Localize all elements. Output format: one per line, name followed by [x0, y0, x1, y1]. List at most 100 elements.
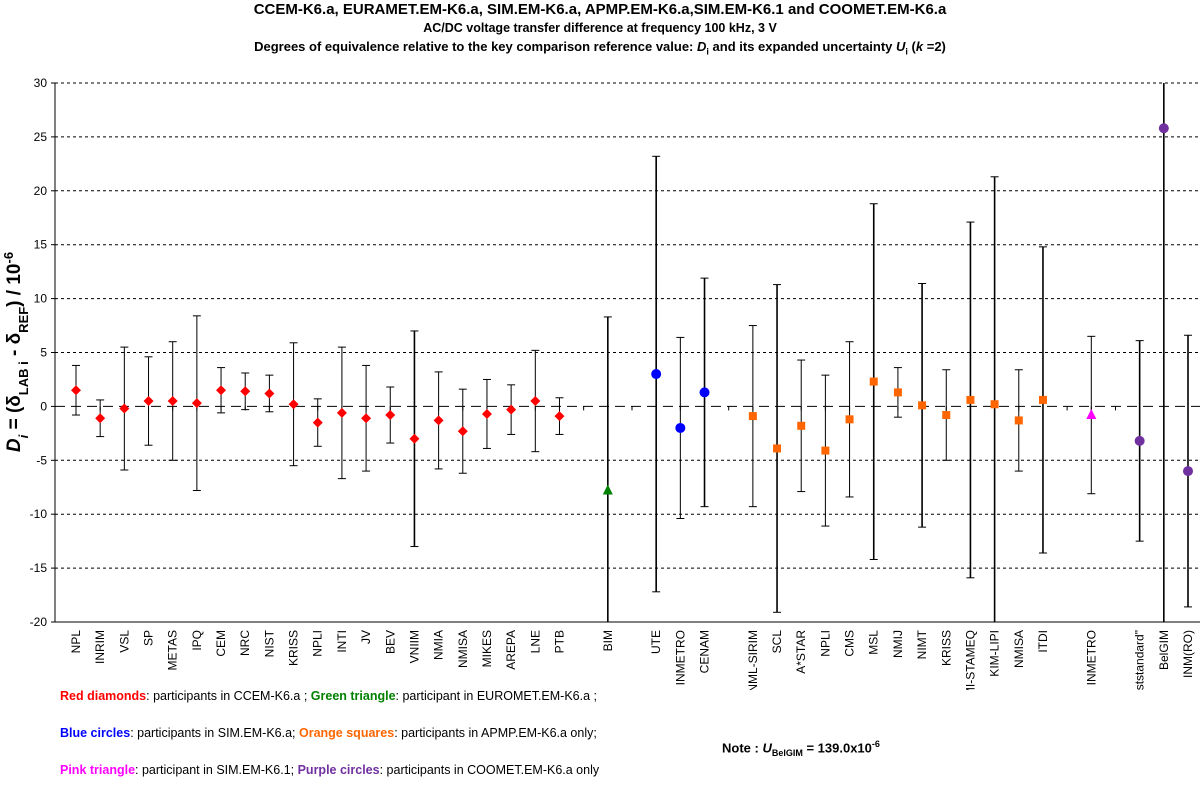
x-tick-label: LNE: [528, 630, 542, 653]
data-point-diamond: [385, 410, 396, 421]
data-point-circle: [1183, 466, 1193, 477]
y-tick-label: -5: [36, 453, 47, 467]
data-point-square: [942, 411, 951, 420]
x-tick-label: INRIM: [93, 630, 107, 664]
y-axis-label-part: - δ: [4, 333, 25, 361]
data-point-circle: [675, 422, 686, 433]
y-tick-label: 25: [34, 130, 48, 144]
data-point-square: [773, 444, 782, 453]
legend-text-purple: Purple circles: [297, 763, 380, 777]
data-point-circle: [1158, 123, 1169, 134]
y-tick-label: 5: [40, 346, 47, 360]
data-point-triangle: [602, 484, 613, 495]
x-tick-label: NRC: [238, 630, 252, 656]
data-point-diamond: [457, 426, 468, 437]
y-tick-label: 15: [34, 238, 48, 252]
data-point-diamond: [167, 396, 178, 407]
legend-text-blue: Blue circles: [60, 726, 131, 740]
data-point-diamond: [143, 396, 154, 407]
data-point-square: [797, 421, 806, 430]
y-tick-label: 0: [40, 399, 47, 413]
y-axis-label-part: REF: [16, 307, 31, 333]
x-tick-label: IPQ: [190, 630, 204, 651]
x-tick-label: CEM: [214, 630, 228, 657]
y-axis-label-part: -6: [1, 252, 16, 264]
chart-subtitle-2: Degrees of equivalence relative to the k…: [254, 39, 946, 57]
data-point-diamond: [264, 388, 275, 399]
legend-line-2: Blue circles: participants in SIM.EM-K6.…: [60, 726, 597, 740]
x-tick-label: SE "Ukrmetrteststandard": [1133, 630, 1147, 690]
data-point-diamond: [433, 415, 444, 426]
y-tick-label: -10: [30, 507, 48, 521]
legend-text-plain: : participants in COOMET.EM-K6.a only: [379, 763, 600, 777]
data-point-diamond: [119, 403, 130, 414]
data-point-square: [966, 395, 975, 404]
x-tick-label: CMS: [843, 630, 857, 657]
x-tick-label: UTE: [649, 630, 663, 654]
x-tick-label: NPLI: [311, 630, 325, 657]
data-point-square: [1014, 416, 1023, 425]
x-tick-label: PTB: [552, 630, 566, 653]
data-point-square: [869, 377, 878, 386]
x-tick-label: KIM-LIPI: [988, 630, 1002, 677]
chart-title: CCEM-K6.a, EURAMET.EM-K6.a, SIM.EM-K6.a,…: [253, 1, 947, 18]
data-point-diamond: [240, 386, 251, 397]
data-point-diamond: [216, 385, 227, 396]
data-point-circle: [651, 369, 662, 380]
data-point-circle: [1134, 435, 1145, 446]
x-tick-label: NPLI: [818, 630, 832, 657]
x-tick-label: A*STAR: [794, 630, 808, 674]
x-tick-label: KRISS: [287, 630, 301, 666]
x-tick-label: BelGIM: [1157, 630, 1171, 670]
x-tick-label: INMETRO: [673, 630, 687, 685]
x-tick-label: NML-SIRIM: [746, 630, 760, 690]
x-tick-label: METAS: [166, 630, 180, 670]
x-tick-label: INTI: [335, 630, 349, 653]
legend-line-3: Pink triangle: participant in SIM.EM-K6.…: [60, 763, 599, 777]
data-point-square: [845, 415, 854, 424]
x-tick-label: NMISA: [456, 630, 470, 668]
legend-text-plain: : participants in SIM.EM-K6.a;: [130, 726, 299, 740]
y-axis-label-part: ) / 10: [4, 264, 25, 307]
x-tick-label: NMIJ: [891, 630, 905, 658]
data-point-diamond: [409, 433, 420, 444]
x-tick-label: NIST: [262, 629, 276, 657]
x-tick-label: BIM: [601, 630, 615, 651]
x-tick-label: VSL: [117, 630, 131, 653]
x-tick-label: SCL: [770, 630, 784, 654]
data-point-diamond: [530, 396, 541, 407]
x-tick-label: CENAM: [698, 630, 712, 673]
data-point-diamond: [71, 385, 81, 396]
legend-text-plain: : participants in CCEM-K6.a ;: [146, 689, 311, 703]
x-tick-label: NMIA: [432, 630, 446, 660]
data-point-triangle: [1086, 409, 1097, 420]
legend-text-plain: : participant in EUROMET.EM-K6.a ;: [395, 689, 597, 703]
note-belgim-uncertainty: Note : UBelGIM = 139.0x10-6: [722, 739, 880, 758]
data-point-diamond: [336, 407, 347, 418]
y-axis-label: Di = (δLAB i - δREF) / 10-6: [1, 252, 31, 452]
y-axis-label-part: D: [4, 438, 25, 452]
chart-svg: 30 25 20 15 10 5 0 -5 -10 -15 -20 Di = (δLAB i - δR…: [1, 76, 1200, 690]
x-tick-label: NIMT: [915, 629, 929, 659]
x-tick-label: AREPA: [504, 630, 518, 670]
y-axis-label-part: i: [16, 434, 31, 438]
data-point-diamond: [506, 404, 517, 415]
data-point-diamond: [554, 411, 565, 422]
legend-text-pink: Pink triangle: [60, 763, 136, 777]
legend-text-orange: Orange squares: [299, 726, 395, 740]
x-tick-label: INMETRO: [1084, 630, 1098, 685]
legend-text-green: Green triangle: [310, 689, 396, 703]
x-tick-label: JV: [359, 630, 373, 644]
data-point-diamond: [288, 399, 299, 410]
x-tick-label: INM(RO): [1181, 630, 1195, 678]
chart-subtitle: AC/DC voltage transfer difference at fre…: [423, 21, 777, 35]
data-point-diamond: [95, 413, 106, 424]
legend-text-red: Red diamonds: [60, 689, 147, 703]
data-point-square: [821, 446, 830, 455]
data-point-square: [990, 400, 999, 409]
y-tick-label: 10: [34, 292, 48, 306]
x-tick-label: MSL: [867, 630, 881, 655]
y-tick-label: 30: [34, 76, 48, 90]
x-tick-label: BEV: [383, 630, 397, 654]
data-point-diamond: [361, 413, 372, 424]
